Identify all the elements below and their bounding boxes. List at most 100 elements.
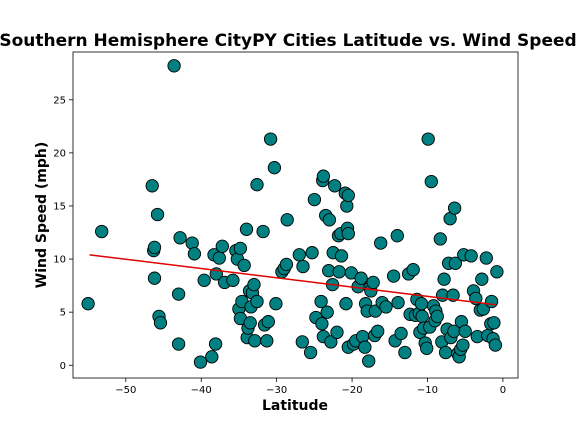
y-tick-label: 0	[60, 361, 66, 372]
data-point	[267, 161, 282, 175]
data-point	[448, 256, 463, 270]
data-point	[332, 265, 346, 279]
data-point	[145, 179, 159, 193]
y-tick-label: 25	[53, 95, 66, 106]
data-point	[315, 317, 329, 331]
data-point	[362, 354, 376, 368]
data-point	[233, 241, 248, 256]
data-point	[250, 294, 264, 309]
data-point	[366, 275, 380, 290]
data-point	[437, 272, 451, 286]
data-point	[479, 251, 493, 265]
data-point	[339, 297, 353, 311]
plot-area: −50 −40 −30 −20 −10 0 0 5 10 15 20 25	[53, 51, 519, 396]
points-layer	[81, 59, 504, 369]
data-point	[446, 288, 460, 302]
data-point	[260, 334, 274, 348]
data-point	[320, 305, 334, 319]
data-point	[95, 224, 109, 239]
data-point	[256, 224, 270, 239]
data-point	[263, 132, 278, 146]
y-tick-label: 20	[53, 148, 66, 159]
data-point	[390, 229, 404, 243]
x-tick-label: −10	[417, 385, 438, 396]
x-axis: −50 −40 −30 −20 −10 0	[115, 378, 506, 396]
data-point	[371, 324, 385, 338]
data-point	[296, 259, 310, 274]
x-axis-label: Latitude	[262, 398, 328, 414]
data-point	[379, 300, 393, 314]
data-point	[354, 271, 368, 285]
data-point	[237, 258, 251, 273]
x-tick-label: −30	[266, 385, 287, 396]
data-point	[406, 263, 420, 277]
y-tick-label: 10	[53, 255, 66, 266]
x-tick-label: −40	[191, 385, 212, 396]
data-point	[269, 297, 283, 311]
data-point	[330, 325, 344, 339]
data-point	[341, 226, 355, 241]
y-tick-label: 5	[60, 308, 66, 319]
data-point	[391, 295, 405, 310]
regression-layer	[89, 254, 496, 306]
data-point	[415, 309, 429, 324]
data-point	[261, 315, 275, 329]
data-point	[430, 309, 444, 324]
data-point	[307, 192, 322, 207]
data-point	[398, 345, 412, 360]
data-point	[447, 201, 462, 215]
data-point	[374, 236, 388, 250]
data-point	[187, 247, 202, 261]
data-point	[424, 174, 438, 189]
data-point	[226, 273, 240, 287]
y-tick-label: 15	[53, 201, 66, 212]
data-point	[215, 239, 229, 253]
data-point	[147, 240, 162, 255]
y-axis-label: Wind Speed (mph)	[34, 142, 50, 288]
data-point	[295, 335, 309, 349]
data-point	[490, 265, 504, 279]
data-point	[487, 316, 501, 330]
data-point	[171, 337, 186, 351]
data-point	[475, 272, 489, 286]
data-point	[334, 249, 349, 263]
data-point	[167, 59, 181, 73]
data-point	[303, 345, 318, 360]
data-point	[438, 345, 453, 360]
data-point	[292, 248, 306, 262]
data-point	[420, 341, 434, 355]
data-point	[250, 178, 264, 192]
data-point	[197, 273, 211, 287]
data-point	[239, 222, 254, 236]
data-point	[358, 340, 372, 354]
data-point	[421, 132, 435, 146]
data-point	[243, 316, 257, 330]
data-point	[81, 297, 95, 311]
data-point	[171, 287, 186, 301]
data-point	[150, 207, 165, 222]
data-point	[212, 251, 226, 265]
data-point	[324, 335, 338, 349]
data-point	[147, 271, 162, 285]
data-point	[185, 236, 199, 250]
regression-line	[89, 254, 496, 306]
chart-title: Southern Hemisphere CityPY Cities Latitu…	[0, 31, 576, 51]
data-point	[205, 350, 219, 364]
data-point	[279, 257, 294, 272]
data-point	[322, 213, 337, 227]
data-point	[341, 188, 355, 203]
data-point	[433, 232, 447, 246]
data-point	[484, 294, 499, 309]
data-point	[414, 297, 429, 311]
data-point	[458, 324, 472, 338]
data-point	[464, 249, 478, 263]
data-point	[173, 231, 187, 245]
data-point	[305, 246, 319, 260]
data-point	[386, 269, 401, 283]
data-point	[456, 338, 470, 352]
data-point	[208, 337, 223, 351]
data-point	[193, 355, 208, 369]
y-axis: 0 5 10 15 20 25	[53, 95, 73, 372]
data-point	[394, 326, 408, 341]
